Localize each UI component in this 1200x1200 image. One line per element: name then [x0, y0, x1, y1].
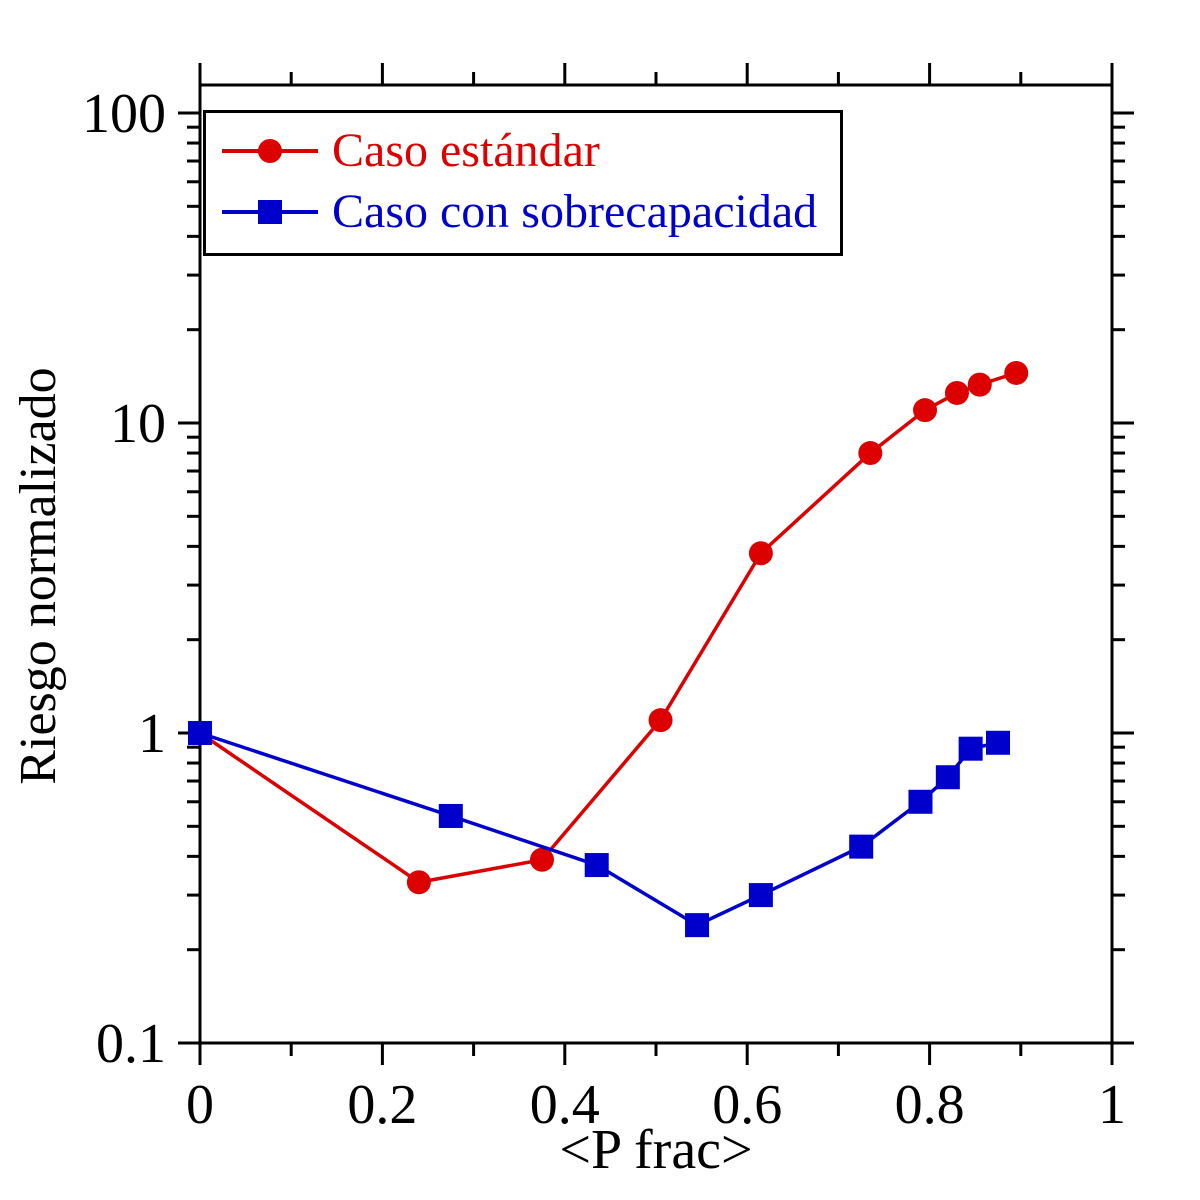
svg-text:0.4: 0.4 — [530, 1074, 600, 1136]
svg-text:0.8: 0.8 — [895, 1074, 965, 1136]
legend-item-caso-estandar: Caso estándar — [220, 123, 826, 178]
svg-text:100: 100 — [82, 83, 166, 145]
legend: Caso estándar Caso con sobrecapacidad — [203, 110, 843, 257]
svg-text:0.2: 0.2 — [347, 1074, 417, 1136]
svg-text:1: 1 — [1098, 1074, 1126, 1136]
legend-item-caso-sobrecapacidad: Caso con sobrecapacidad — [220, 184, 826, 239]
svg-text:10: 10 — [110, 393, 166, 455]
svg-text:1: 1 — [138, 703, 166, 765]
red-circle-marker-icon — [222, 138, 318, 163]
legend-label-caso-estandar: Caso estándar — [332, 124, 600, 177]
svg-text:0.1: 0.1 — [96, 1013, 166, 1075]
blue-square-marker-icon — [222, 199, 318, 224]
svg-text:0.6: 0.6 — [712, 1074, 782, 1136]
x-axis-title: <P frac> — [559, 1119, 753, 1181]
svg-text:0: 0 — [186, 1074, 214, 1136]
y-axis-title: Riesgo normalizado — [10, 367, 67, 785]
legend-label-caso-sobrecapacidad: Caso con sobrecapacidad — [332, 185, 818, 239]
